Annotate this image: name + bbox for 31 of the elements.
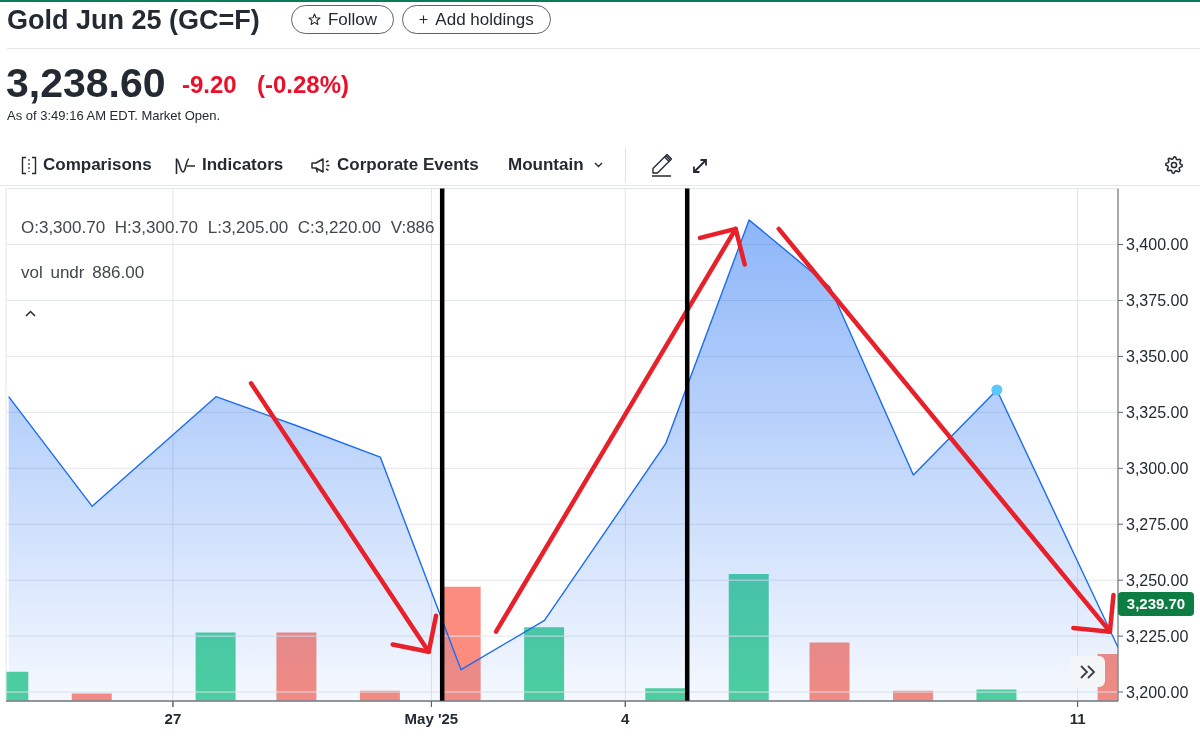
bar [524, 627, 565, 701]
y-tick-label: 3,275.00 [1126, 515, 1189, 533]
text: -9.20 [182, 71, 237, 98]
annotation: vol undr 886.00 [21, 263, 145, 282]
text: Mountain [508, 155, 584, 175]
text: Indicators [202, 155, 284, 175]
text: Corporate Events [337, 155, 479, 175]
bar [71, 693, 112, 701]
y-tick-label: 3,400.00 [1126, 236, 1189, 254]
y-tick-label: 3,250.00 [1126, 571, 1189, 589]
text: 3,238.60 [6, 60, 166, 106]
y-tick-label: 3,350.00 [1126, 348, 1189, 366]
x-tick-label: 11 [1069, 710, 1086, 727]
text: Comparisons [43, 155, 152, 175]
chart-title: Gold Jun 25 (GC=F) [7, 5, 260, 35]
y-tick-label: 3,200.00 [1126, 683, 1189, 701]
text: (-0.28%) [257, 71, 350, 98]
chart-subtitle: As of 3:49:16 AM EDT. Market Open. [7, 108, 221, 123]
bar [195, 632, 236, 701]
x-tick-label: May '25 [404, 710, 459, 727]
bar [728, 573, 769, 701]
y-tick-label: 3,375.00 [1126, 292, 1189, 310]
text: 3,239.70 [1126, 595, 1186, 613]
annotation: O:3,300.70 H:3,300.70 L:3,205.00 C:3,220.00 V:886 [21, 218, 435, 237]
x-tick-label: 4 [621, 710, 631, 727]
y-tick-label: 3,325.00 [1126, 404, 1189, 422]
x-tick-label: 27 [164, 710, 182, 727]
y-tick-label: 3,225.00 [1126, 627, 1189, 645]
bar [809, 642, 850, 701]
bar [276, 632, 317, 701]
y-tick-label: 3,300.00 [1126, 459, 1189, 477]
